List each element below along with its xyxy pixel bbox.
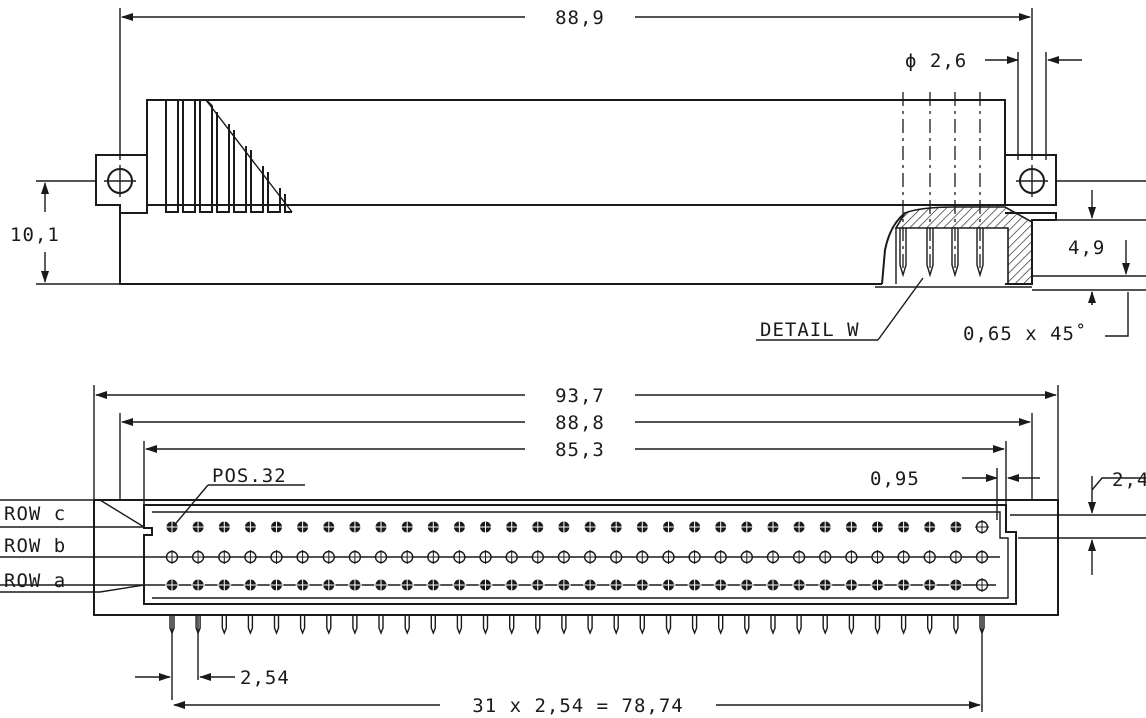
- ribs: [165, 99, 293, 213]
- pin-tail: [953, 615, 959, 635]
- pin-tail: [639, 615, 645, 635]
- pin-tail: [326, 615, 332, 635]
- hole-diameter-label: ϕ 2,6: [905, 50, 967, 72]
- pin-tail: [822, 615, 828, 635]
- row-a-label: ROW a: [4, 570, 66, 592]
- pin-tail: [848, 615, 855, 635]
- offset-label: 0,95: [870, 468, 920, 490]
- pin-tail: [874, 615, 881, 635]
- pin-tail: [770, 615, 776, 635]
- pin-tail: [430, 615, 436, 635]
- pin-tail: [482, 615, 489, 635]
- height-label: 10,1: [10, 224, 60, 246]
- overall-width-label: 88,9: [555, 7, 605, 29]
- pin-tail: [613, 615, 619, 635]
- pin-tail: [691, 615, 698, 635]
- width-mid-label: 88,8: [555, 412, 605, 434]
- pin-tail: [404, 615, 410, 635]
- pin-tail: [796, 615, 802, 635]
- front-view: 93,7 88,8 85,3 POS.32 0,95 2,4 ROW: [0, 385, 1146, 717]
- total-pitch-label: 31 x 2,54 = 78,74: [472, 695, 683, 717]
- width-inner-label: 85,3: [555, 439, 605, 461]
- row-b-label: ROW b: [4, 535, 66, 557]
- row-c-label: ROW c: [4, 503, 66, 525]
- pin-tail: [509, 615, 515, 635]
- detail-w-label: DETAIL W: [760, 319, 860, 341]
- pin-pitch-label: 2,54: [240, 667, 290, 689]
- row-pitch-label: 2,4: [1112, 469, 1146, 491]
- pin-tail: [352, 615, 358, 635]
- pin-tail: [561, 615, 567, 635]
- detail-height-label: 4,9: [1068, 237, 1105, 259]
- pin-tail: [587, 615, 593, 635]
- pin-tail: [718, 615, 724, 635]
- top-view: 88,9 ϕ 2,6: [10, 7, 1146, 345]
- pin-tail: [221, 615, 227, 635]
- pin-tail: [299, 615, 306, 635]
- detail-w-section: [875, 206, 1033, 288]
- chamfer-label: 0,65 x 45˚: [963, 323, 1087, 345]
- pin-tail: [744, 615, 750, 635]
- pos-label: POS.32: [212, 465, 287, 487]
- pin-array: [165, 520, 989, 635]
- pin-tail: [535, 615, 541, 635]
- pin-tail: [247, 615, 254, 635]
- pin-tail: [927, 615, 933, 635]
- pin-tail: [378, 615, 384, 635]
- pin-tail: [273, 615, 280, 635]
- pin-tail: [665, 615, 672, 635]
- pin-tail: [456, 615, 463, 635]
- pin-tail: [900, 615, 907, 635]
- width-outer-label: 93,7: [555, 385, 605, 407]
